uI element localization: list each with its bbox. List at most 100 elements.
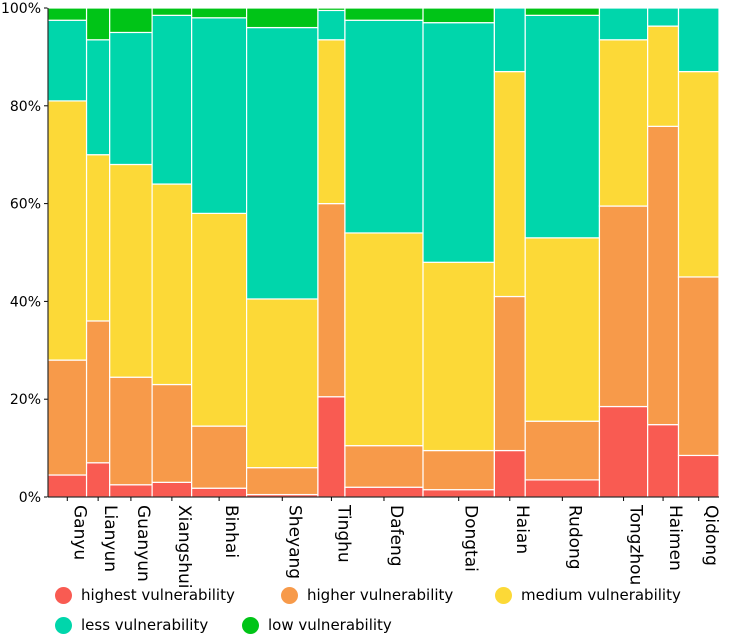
bar-xiangshui-higher-vulnerability bbox=[151, 383, 193, 483]
bar-lianyun-highest-vulnerability bbox=[85, 462, 111, 498]
bar-binhai-less-vulnerability bbox=[191, 17, 248, 214]
bar-rudong-less-vulnerability bbox=[524, 14, 601, 239]
bar-sheyang-low-vulnerability bbox=[246, 7, 319, 29]
bar-tongzhou-higher-vulnerability bbox=[598, 205, 649, 408]
y-tick-label: 0% bbox=[19, 490, 41, 506]
bar-xiangshui-medium-vulnerability bbox=[151, 183, 193, 386]
bar-haian-highest-vulnerability bbox=[493, 449, 526, 498]
bar-xiangshui-highest-vulnerability bbox=[151, 481, 193, 498]
bar-ganyu-low-vulnerability bbox=[47, 7, 88, 21]
bar-lianyun-low-vulnerability bbox=[85, 7, 111, 41]
y-tick-label: 60% bbox=[10, 197, 41, 213]
bar-tinghu-low-vulnerability bbox=[317, 7, 346, 12]
x-tick-label-ganyu: Ganyu bbox=[69, 505, 89, 560]
legend-swatch bbox=[55, 586, 72, 604]
bar-dafeng-low-vulnerability bbox=[344, 7, 424, 21]
y-tick-label: 100% bbox=[1, 1, 41, 17]
legend-item-low-vulnerability: low vulnerability bbox=[242, 616, 392, 634]
bar-dafeng-less-vulnerability bbox=[344, 19, 424, 234]
y-tick-label: 80% bbox=[10, 99, 41, 115]
bar-ganyu-highest-vulnerability bbox=[47, 474, 88, 498]
y-tick-label: 40% bbox=[10, 294, 41, 310]
bar-dongtai-low-vulnerability bbox=[422, 7, 495, 24]
x-tick-label-tinghu: Tinghu bbox=[333, 504, 353, 563]
legend-swatch bbox=[495, 586, 512, 604]
bar-tongzhou-less-vulnerability bbox=[598, 7, 649, 41]
legend-label: highest vulnerability bbox=[81, 586, 235, 604]
bar-binhai-higher-vulnerability bbox=[191, 425, 248, 489]
bar-guanyun-less-vulnerability bbox=[109, 31, 153, 166]
x-tick-label-tongzhou: Tongzhou bbox=[626, 504, 646, 585]
bar-ganyu-medium-vulnerability bbox=[47, 100, 88, 361]
bar-tinghu-higher-vulnerability bbox=[317, 203, 346, 398]
x-tick-label-haimen: Haimen bbox=[665, 505, 685, 571]
axes bbox=[47, 8, 719, 501]
bar-qidong-medium-vulnerability bbox=[677, 70, 720, 278]
bar-haian-medium-vulnerability bbox=[493, 70, 526, 298]
bar-qidong-less-vulnerability bbox=[677, 7, 720, 73]
legend-item-highest-vulnerability: highest vulnerability bbox=[55, 586, 235, 604]
x-tick-label-dongtai: Dongtai bbox=[461, 505, 481, 572]
x-tick-label-qidong: Qidong bbox=[701, 505, 721, 566]
x-tick-labels: Ganyu Lianyun Guanyun Xiangshui Binhai Sheyan… bbox=[69, 504, 720, 588]
bar-dongtai-medium-vulnerability bbox=[422, 261, 495, 452]
bar-rudong-higher-vulnerability bbox=[524, 420, 601, 481]
x-tick-label-lianyun: Lianyun bbox=[100, 505, 120, 572]
bar-rudong-low-vulnerability bbox=[524, 7, 601, 16]
bar-ganyu-higher-vulnerability bbox=[47, 359, 88, 476]
bar-binhai-medium-vulnerability bbox=[191, 212, 248, 427]
bar-ganyu-less-vulnerability bbox=[47, 19, 88, 102]
legend-swatch bbox=[281, 586, 298, 604]
bar-haimen-less-vulnerability bbox=[647, 7, 680, 27]
bar-guanyun-medium-vulnerability bbox=[109, 163, 153, 378]
legend-swatch bbox=[242, 616, 259, 634]
x-tick-label-dafeng: Dafeng bbox=[386, 505, 406, 567]
bar-segments bbox=[47, 7, 720, 498]
x-tick-label-binhai: Binhai bbox=[221, 505, 241, 558]
legend-label: medium vulnerability bbox=[521, 586, 681, 604]
x-tick-label-haian: Haian bbox=[512, 505, 532, 554]
legend-item-less-vulnerability: less vulnerability bbox=[55, 616, 208, 634]
y-tick-marks bbox=[44, 7, 48, 498]
bar-haimen-medium-vulnerability bbox=[647, 25, 680, 127]
bar-haian-higher-vulnerability bbox=[493, 295, 526, 452]
legend-swatch bbox=[55, 616, 72, 634]
bar-haimen-higher-vulnerability bbox=[647, 125, 680, 426]
bar-dafeng-highest-vulnerability bbox=[344, 486, 424, 498]
bar-sheyang-medium-vulnerability bbox=[246, 298, 319, 469]
bar-lianyun-higher-vulnerability bbox=[85, 320, 111, 464]
bar-dongtai-higher-vulnerability bbox=[422, 449, 495, 491]
bar-rudong-medium-vulnerability bbox=[524, 237, 601, 422]
legend-label: low vulnerability bbox=[268, 616, 392, 634]
bar-haimen-highest-vulnerability bbox=[647, 424, 680, 498]
bar-lianyun-medium-vulnerability bbox=[85, 154, 111, 322]
bar-tongzhou-medium-vulnerability bbox=[598, 39, 649, 207]
x-tick-label-sheyang: Sheyang bbox=[284, 505, 304, 579]
legend-item-higher-vulnerability: higher vulnerability bbox=[281, 586, 453, 604]
x-tick-label-rudong: Rudong bbox=[564, 505, 584, 570]
y-tick-labels: 0% 20% 40% 60% 80% 100% bbox=[1, 1, 41, 506]
bar-xiangshui-less-vulnerability bbox=[151, 14, 193, 185]
bar-qidong-highest-vulnerability bbox=[677, 454, 720, 498]
bar-lianyun-less-vulnerability bbox=[85, 39, 111, 156]
y-tick-label: 20% bbox=[10, 392, 41, 408]
bar-xiangshui-low-vulnerability bbox=[151, 7, 193, 16]
bar-sheyang-higher-vulnerability bbox=[246, 467, 319, 496]
bar-dafeng-higher-vulnerability bbox=[344, 445, 424, 488]
bar-tinghu-less-vulnerability bbox=[317, 9, 346, 41]
bar-binhai-low-vulnerability bbox=[191, 7, 248, 19]
bar-dongtai-less-vulnerability bbox=[422, 22, 495, 263]
bar-guanyun-higher-vulnerability bbox=[109, 376, 153, 486]
bar-binhai-highest-vulnerability bbox=[191, 487, 248, 498]
bar-tinghu-highest-vulnerability bbox=[317, 396, 346, 498]
x-tick-label-xiangshui: Xiangshui bbox=[174, 505, 194, 588]
bar-haian-less-vulnerability bbox=[493, 7, 526, 73]
bar-rudong-highest-vulnerability bbox=[524, 479, 601, 498]
legend-label: less vulnerability bbox=[81, 616, 209, 634]
bar-tinghu-medium-vulnerability bbox=[317, 39, 346, 205]
bar-dongtai-highest-vulnerability bbox=[422, 489, 495, 498]
bar-guanyun-highest-vulnerability bbox=[109, 484, 153, 498]
x-tick-label-guanyun: Guanyun bbox=[133, 505, 153, 582]
legend-item-medium-vulnerability: medium vulnerability bbox=[495, 586, 681, 604]
